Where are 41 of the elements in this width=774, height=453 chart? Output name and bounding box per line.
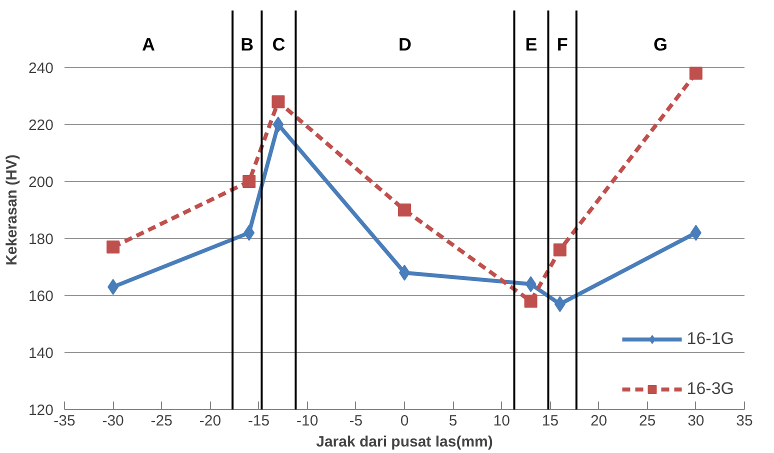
y-tick-label: 220: [28, 117, 54, 134]
annotation: A: [142, 34, 156, 54]
point: [272, 95, 285, 108]
x-axis-title: Jarak dari pusat las(mm): [316, 434, 493, 450]
x-tick-label: 35: [736, 412, 753, 430]
annotation: C: [272, 34, 286, 54]
y-tick-label: 160: [28, 288, 54, 305]
x-tick-label: 30: [688, 412, 704, 430]
point: [398, 204, 411, 216]
x-tick-label: -30: [102, 412, 124, 430]
x-tick-label: -35: [54, 412, 76, 430]
y-tick-label: 200: [28, 174, 54, 191]
x-tick-label: -25: [150, 412, 172, 430]
x-tick-label: -5: [349, 412, 363, 430]
x-tick-label: 20: [590, 412, 608, 430]
point: [106, 240, 120, 254]
annotation: D: [398, 34, 412, 54]
legend-label: 16-3G: [686, 379, 734, 399]
x-tick-label: 10: [493, 412, 510, 430]
y-tick-label: 180: [28, 231, 54, 248]
annotation: B: [240, 34, 254, 54]
y-tick-label: 140: [28, 345, 54, 362]
point: [689, 66, 702, 80]
y-tick-label: 240: [28, 60, 54, 77]
x-tick-label: -15: [248, 412, 270, 430]
y-axis-title: Kekerasan (HV): [3, 154, 20, 266]
x-tick-label: -20: [199, 412, 222, 430]
point: [524, 294, 538, 308]
point: [242, 175, 256, 188]
x-tick-label: 25: [639, 412, 656, 430]
annotation: F: [556, 34, 568, 54]
x-tick-label: 15: [542, 412, 559, 430]
x-tick-label: 0: [400, 412, 409, 430]
annotation: E: [525, 34, 538, 54]
y-tick-label: 120: [28, 402, 54, 419]
x-tick-label: -10: [296, 412, 318, 430]
point: [272, 116, 284, 132]
annotation: G: [653, 34, 668, 54]
point: [553, 243, 566, 256]
legend-label: 16-1G: [686, 329, 734, 349]
x-tick-label: 5: [448, 412, 458, 430]
